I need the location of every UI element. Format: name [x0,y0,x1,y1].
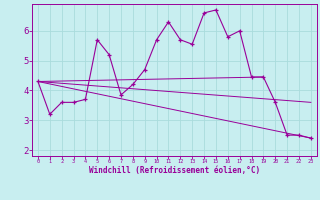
X-axis label: Windchill (Refroidissement éolien,°C): Windchill (Refroidissement éolien,°C) [89,166,260,175]
